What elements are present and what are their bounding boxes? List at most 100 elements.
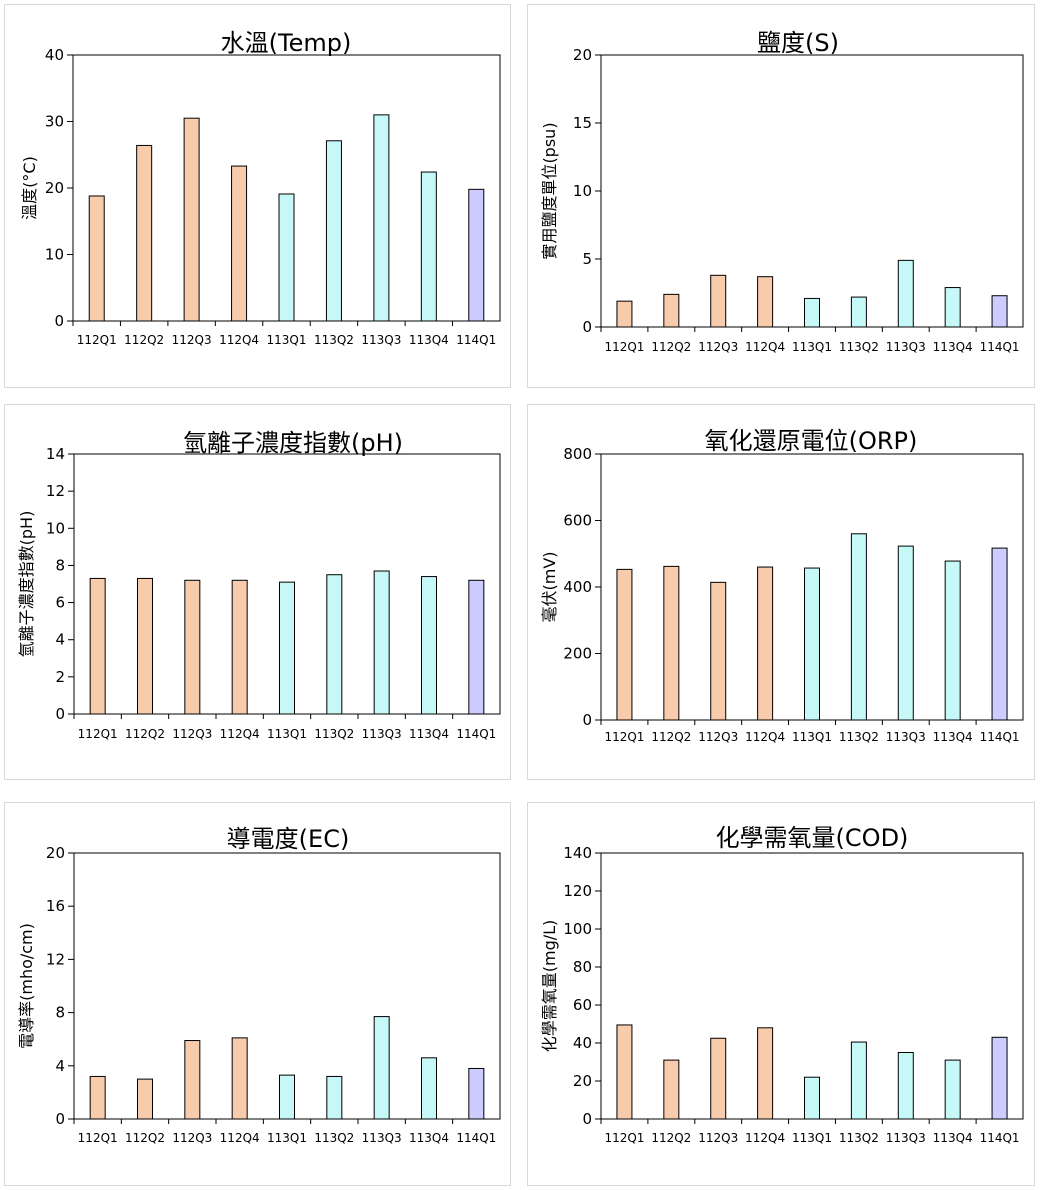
chart-cod: 化學需氧量(COD) 0 20 40 60 80 100 120 140 化學需氧量(mg/L) 1… — [540, 824, 1024, 1145]
y-tick-label: 40 — [45, 46, 64, 64]
y-tick-label: 400 — [563, 578, 592, 596]
bar-112Q2 — [137, 1078, 153, 1120]
y-tick-label: 80 — [573, 958, 592, 976]
y-tick-label: 15 — [573, 114, 592, 132]
y-tick-label: 16 — [46, 897, 65, 915]
chart-title: 氧化還原電位(ORP) — [705, 427, 918, 455]
x-tick-label: 112Q4 — [219, 333, 259, 347]
chart-title: 化學需氧量(COD) — [716, 824, 909, 852]
bar-112Q1 — [89, 577, 106, 715]
bar-113Q1 — [279, 1074, 295, 1120]
bar-112Q2 — [663, 1059, 680, 1120]
x-tick-label: 112Q3 — [698, 340, 738, 354]
x-tick-label: 113Q2 — [839, 1131, 879, 1145]
x-tick-label: 113Q2 — [839, 340, 879, 354]
bar-113Q3 — [373, 114, 390, 322]
x-tick-label: 112Q3 — [172, 727, 212, 741]
y-tick-label: 0 — [582, 318, 592, 336]
x-tick-label: 113Q2 — [314, 1131, 354, 1145]
chart-panel-salinity: 鹽度(S) 0 5 10 15 20 實用鹽度單位(psu) 112Q1 112Q2 112Q3 1… — [527, 4, 1035, 388]
y-tick-label: 60 — [573, 996, 592, 1014]
x-tick-label: 112Q2 — [124, 333, 164, 347]
bar-113Q4 — [421, 1057, 437, 1120]
y-tick-label: 200 — [563, 645, 592, 663]
x-tick-label: 112Q4 — [220, 1131, 260, 1145]
bar-112Q1 — [616, 1024, 633, 1120]
chart-salinity: 鹽度(S) 0 5 10 15 20 實用鹽度單位(psu) 112Q1 112Q2 112Q3 1… — [540, 29, 1024, 354]
y-tick-label: 14 — [46, 445, 65, 463]
bar-113Q2 — [850, 533, 867, 721]
y-tick-label: 10 — [46, 519, 65, 537]
y-axis-label: 溫度(°C) — [20, 156, 39, 220]
x-tick-label: 113Q3 — [886, 340, 926, 354]
y-axis-label: 氫離子濃度指數(pH) — [17, 511, 36, 658]
x-tick-label: 113Q2 — [839, 730, 879, 744]
x-tick-label: 114Q1 — [456, 727, 496, 741]
x-tick-label: 112Q1 — [604, 1131, 644, 1145]
x-tick-label: 112Q2 — [125, 727, 165, 741]
y-tick-label: 40 — [573, 1034, 592, 1052]
y-axis-label: 化學需氧量(mg/L) — [540, 920, 559, 1053]
x-tick-label: 112Q4 — [745, 730, 785, 744]
bar-113Q3 — [897, 545, 914, 721]
x-tick-label: 112Q2 — [651, 340, 691, 354]
y-tick-label: 20 — [45, 179, 64, 197]
y-tick-label: 0 — [55, 705, 65, 723]
bar-112Q1 — [88, 195, 105, 322]
x-tick-label: 113Q3 — [362, 1131, 402, 1145]
x-tick-label: 114Q1 — [456, 1131, 496, 1145]
y-tick-label: 100 — [563, 920, 592, 938]
x-tick-label: 112Q3 — [698, 730, 738, 744]
bar-112Q3 — [184, 579, 201, 715]
bar-112Q4 — [231, 1037, 248, 1120]
bar-113Q4 — [944, 1059, 961, 1120]
x-tick-label: 113Q4 — [933, 730, 973, 744]
x-tick-label: 112Q1 — [604, 730, 644, 744]
bar-114Q1 — [991, 1036, 1008, 1120]
y-tick-label: 10 — [45, 246, 64, 264]
bar-114Q1 — [991, 547, 1008, 721]
x-tick-label: 113Q3 — [886, 730, 926, 744]
chart-orp: 氧化還原電位(ORP) 0 200 400 600 800 毫伏(mV) 112Q1 112Q2… — [540, 427, 1024, 744]
x-tick-label: 112Q4 — [745, 1131, 785, 1145]
bar-113Q1 — [804, 567, 820, 721]
chart-ec: 導電度(EC) 0 4 8 12 16 20 電導率(mho/cm) 112Q1 112Q2 112… — [17, 825, 501, 1145]
chart-title: 水溫(Temp) — [221, 29, 352, 57]
chart-title: 導電度(EC) — [227, 825, 350, 853]
y-tick-label: 0 — [582, 1110, 592, 1128]
x-tick-label: 113Q1 — [267, 1131, 307, 1145]
y-tick-label: 20 — [46, 844, 65, 862]
x-tick-label: 112Q2 — [125, 1131, 165, 1145]
y-tick-label: 600 — [563, 512, 592, 530]
y-tick-label: 120 — [563, 882, 592, 900]
bar-112Q4 — [231, 165, 248, 322]
bar-113Q4 — [944, 287, 961, 328]
y-tick-label: 4 — [55, 1057, 65, 1075]
chart-panel-orp: 氧化還原電位(ORP) 0 200 400 600 800 毫伏(mV) 112Q1 112Q2… — [527, 404, 1035, 780]
x-tick-label: 113Q4 — [409, 333, 449, 347]
bar-113Q1 — [804, 1076, 820, 1120]
y-tick-label: 20 — [573, 46, 592, 64]
bar-112Q1 — [89, 1075, 106, 1120]
x-tick-label: 112Q3 — [172, 1131, 212, 1145]
bar-112Q3 — [710, 581, 727, 721]
bar-113Q3 — [373, 1016, 390, 1120]
y-tick-label: 0 — [55, 1110, 65, 1128]
bar-112Q2 — [137, 577, 153, 715]
y-tick-label: 12 — [46, 482, 65, 500]
bar-113Q3 — [373, 570, 390, 715]
y-tick-label: 20 — [573, 1072, 592, 1090]
bar-114Q1 — [991, 295, 1008, 328]
x-tick-label: 112Q1 — [604, 340, 644, 354]
x-tick-label: 112Q2 — [651, 730, 691, 744]
bar-113Q2 — [326, 574, 343, 715]
bar-112Q3 — [183, 117, 200, 322]
bar-112Q3 — [184, 1040, 201, 1120]
bar-112Q1 — [616, 568, 633, 721]
bar-112Q3 — [710, 274, 727, 328]
y-tick-label: 800 — [563, 445, 592, 463]
chart-panel-ec: 導電度(EC) 0 4 8 12 16 20 電導率(mho/cm) 112Q1 112Q2 112… — [4, 802, 511, 1186]
chart-panel-ph: 氫離子濃度指數(pH) 0 2 4 6 8 10 12 14 氫離子濃度指數(pH) 112Q1 11… — [4, 404, 511, 780]
bar-112Q1 — [616, 300, 633, 328]
bar-112Q4 — [757, 1027, 774, 1120]
